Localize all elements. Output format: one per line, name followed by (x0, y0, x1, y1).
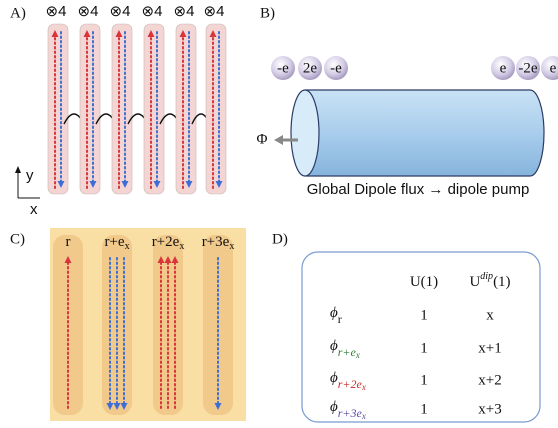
charge-label: e (500, 60, 507, 76)
axis-arrow (15, 166, 21, 173)
tube-label: ⊗4 (46, 3, 67, 20)
row-subsubscript: x (361, 411, 366, 421)
column-label-main: r+e (104, 234, 124, 250)
charge-label: e (550, 60, 557, 76)
table-cell: x+3 (478, 401, 501, 417)
header-main: U(1) (410, 274, 438, 290)
row-subsubscript: x (355, 350, 360, 360)
panel-label: B) (260, 5, 275, 21)
column-label: r (66, 234, 71, 250)
cylinder-end (291, 90, 319, 176)
panel-label: C) (10, 231, 25, 247)
column-label-main: r (66, 234, 71, 250)
header-sup: dip (480, 271, 493, 282)
header-main: U (469, 274, 480, 290)
page: {"panel_labels": ["A)", "B)", "C)", "D)"… (0, 0, 558, 428)
axis-y-label: y (26, 167, 34, 184)
tube (80, 24, 100, 194)
column-label-main: r+3e (202, 234, 230, 250)
charge-label: -2e (518, 60, 537, 76)
table-cell: 1 (420, 340, 428, 356)
caption: Global Dipole flux → dipole pump (307, 181, 530, 198)
panel-label: D) (272, 231, 288, 247)
flux-symbol: Φ (257, 131, 268, 147)
table-cell: 1 (420, 372, 428, 388)
flux-arrowhead (274, 135, 283, 145)
tube-label: ⊗4 (204, 3, 225, 20)
table-cell: x+1 (478, 340, 501, 356)
tube (144, 24, 164, 194)
charge-label: -e (277, 60, 289, 76)
column-label-main: r+2e (152, 234, 180, 250)
table-cell: 1 (420, 401, 428, 417)
tube-label: ⊗4 (142, 3, 163, 20)
subscript: x (179, 241, 184, 252)
panel-label: A) (10, 5, 26, 21)
axis-x-label: x (30, 201, 38, 218)
charge-label: -e (330, 60, 342, 76)
row-subscript: r+2e (338, 377, 363, 391)
figure: A)B)C)D)⊗4⊗4⊗4⊗4⊗4⊗4yx-e2e-ee-2eeΦGlobal… (0, 0, 558, 428)
tube-label: ⊗4 (174, 3, 195, 20)
row-subscript: r+e (338, 345, 357, 359)
table-cell: x+2 (478, 372, 501, 388)
header-rest: (1) (493, 274, 511, 290)
row-subsubscript: x (361, 382, 366, 392)
tube (176, 24, 196, 194)
subscript: x (229, 241, 234, 252)
table-header: U(1) (410, 274, 438, 290)
tube (112, 24, 132, 194)
table-cell: 1 (420, 307, 428, 323)
row-subscript: r+3e (338, 406, 363, 420)
table-cell: x (486, 307, 494, 323)
subscript: x (125, 241, 130, 252)
row-subscript: r (338, 312, 342, 326)
tube-label: ⊗4 (78, 3, 99, 20)
tube (206, 24, 226, 194)
cylinder (305, 90, 544, 176)
tube (48, 24, 68, 194)
tube-label: ⊗4 (110, 3, 131, 20)
charge-label: 2e (303, 60, 318, 76)
